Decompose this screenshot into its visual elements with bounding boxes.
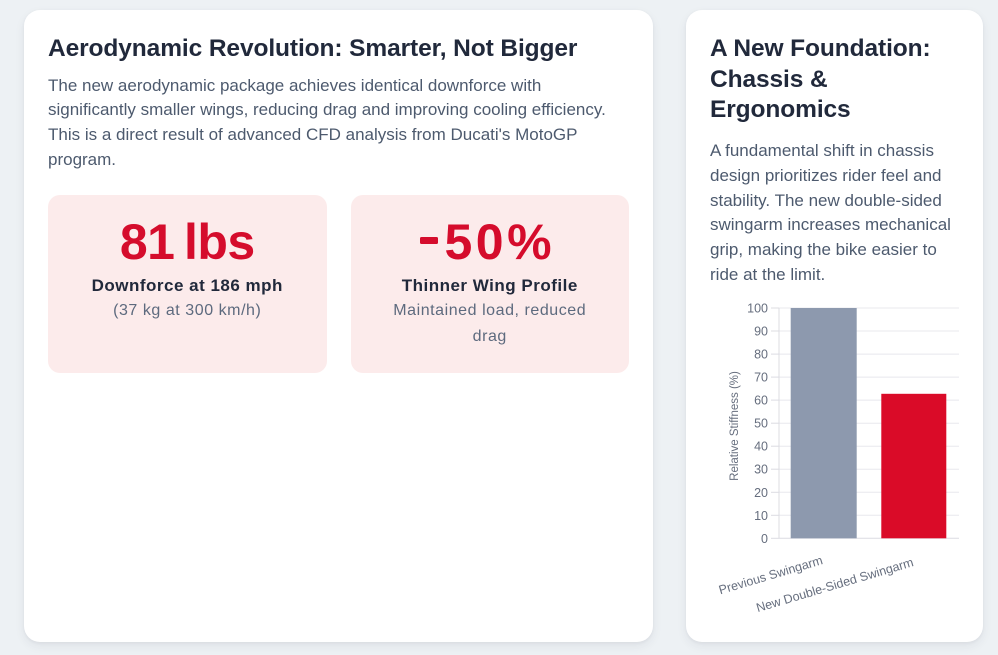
svg-text:0: 0 bbox=[761, 532, 768, 546]
svg-text:100: 100 bbox=[747, 302, 768, 316]
svg-text:80: 80 bbox=[754, 348, 768, 362]
svg-text:10: 10 bbox=[754, 509, 768, 523]
svg-text:70: 70 bbox=[754, 371, 768, 385]
svg-text:New Double-Sided Swingarm: New Double-Sided Swingarm bbox=[755, 555, 916, 615]
svg-text:Relative Stiffness (%): Relative Stiffness (%) bbox=[729, 371, 741, 481]
svg-text:40: 40 bbox=[754, 440, 768, 454]
svg-text:90: 90 bbox=[754, 325, 768, 339]
svg-text:30: 30 bbox=[754, 463, 768, 477]
svg-text:60: 60 bbox=[754, 394, 768, 408]
svg-text:20: 20 bbox=[754, 486, 768, 500]
svg-text:50: 50 bbox=[754, 417, 768, 431]
